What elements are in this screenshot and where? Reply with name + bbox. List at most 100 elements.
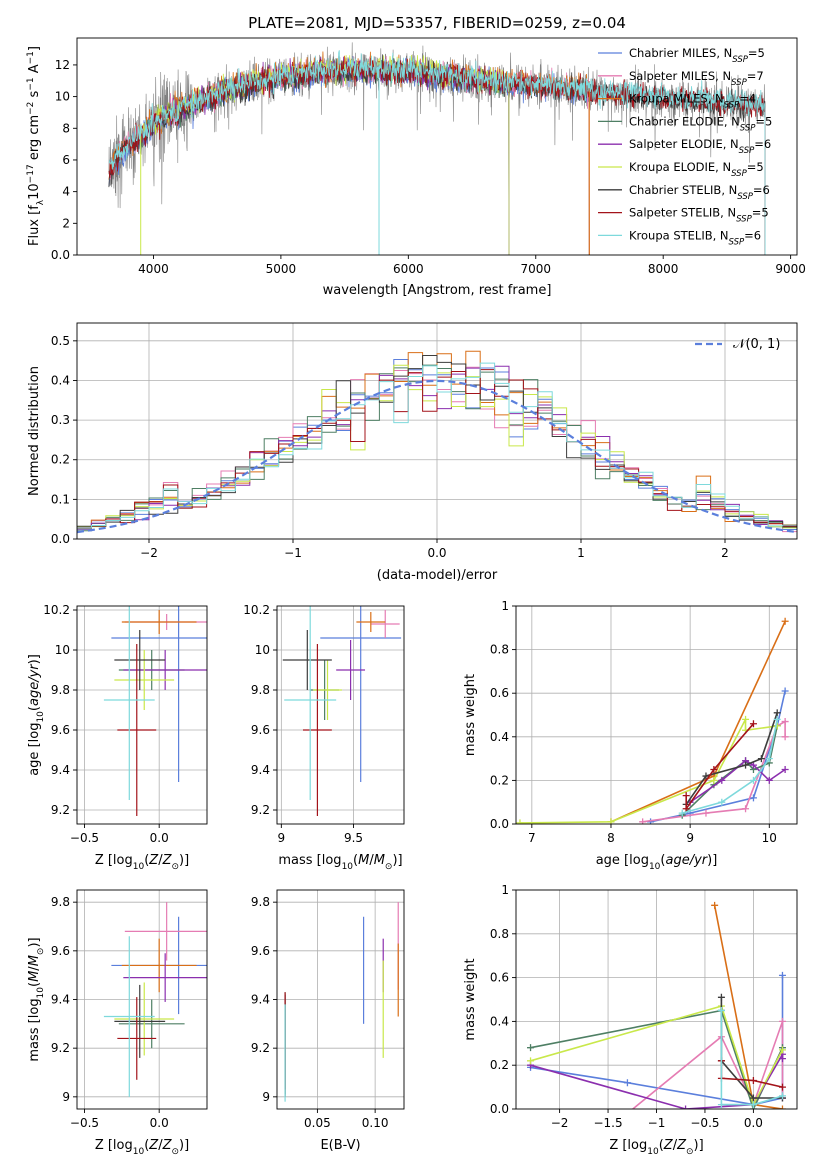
- y-tick-label: 0.0: [51, 248, 70, 262]
- y-tick-label: 10.2: [243, 603, 270, 617]
- y-tick-label: 2: [62, 216, 70, 230]
- axes-frame: [276, 605, 405, 825]
- weight-marker-chabrier_stelib: [717, 993, 725, 1001]
- x-tick-label: 6000: [393, 262, 424, 276]
- x-axis-label: (data-model)/error: [377, 568, 498, 583]
- plot-area: [284, 902, 399, 1102]
- weight-marker-chabrier_stelib: [749, 1094, 757, 1102]
- weight-marker-salpeter_elodie: [765, 776, 773, 784]
- y-tick-label: 0.0: [51, 532, 70, 546]
- weight-marker-kroupa_miles: [781, 617, 789, 625]
- axes-frame: [76, 605, 208, 825]
- weight-marker-salpeter_elodie: [682, 1105, 690, 1109]
- y-tick-label: 9.4: [51, 763, 70, 777]
- weight-marker-kroupa_stelib: [718, 798, 726, 806]
- x-axis-label: age [log10(age/yr)]: [596, 853, 718, 872]
- weight-line-kroupa_stelib: [720, 1010, 783, 1106]
- x-tick-label: −0.5: [70, 1116, 99, 1130]
- plot-area: [108, 42, 766, 255]
- y-tick-label: 0.1: [51, 492, 70, 506]
- y-tick-label: 0.8: [490, 927, 509, 941]
- weight-marker-salpeter_elodie: [778, 1055, 786, 1063]
- legend-label-normal: 𝒩(0, 1): [733, 337, 780, 352]
- x-axis-label: Z [log10(Z/Z⊙)]: [95, 853, 189, 872]
- weight-marker-salpeter_miles: [778, 1017, 786, 1025]
- x-tick-label: 0.05: [304, 1116, 331, 1130]
- y-tick-label: 9.4: [251, 993, 270, 1007]
- weight-marker-kroupa_stelib: [765, 755, 773, 763]
- x-tick-label: 9: [686, 831, 694, 845]
- x-tick-label: 1: [577, 546, 585, 560]
- y-tick-label: 0.5: [51, 334, 70, 348]
- axes-frame: [76, 37, 798, 256]
- y-tick-label: 0.4: [490, 730, 509, 744]
- y-tick-label: 9.6: [251, 944, 270, 958]
- legend-label-chabrier_stelib: Chabrier STELIB, NSSP=6: [629, 183, 770, 202]
- y-tick-label: 10: [255, 643, 270, 657]
- y-tick-label: 0.2: [490, 1058, 509, 1072]
- x-tick-label: −2: [140, 546, 158, 560]
- chart-title: PLATE=2081, MJD=53357, FIBERID=0259, z=0…: [248, 14, 626, 32]
- weight-marker-salpeter_elodie: [781, 766, 789, 773]
- x-tick-label: −1: [284, 546, 302, 560]
- x-tick-label: 7000: [520, 262, 551, 276]
- y-tick-label: 0.0: [490, 1102, 509, 1116]
- y-axis-label: mass weight: [463, 674, 478, 756]
- y-tick-label: 10: [55, 90, 70, 104]
- x-tick-label: −1.5: [593, 1116, 622, 1130]
- weight-marker-kroupa_elodie: [607, 818, 615, 824]
- y-tick-label: 0.2: [51, 453, 70, 467]
- model-spectrum-kroupa_stelib: [108, 50, 766, 255]
- y-tick-label: 9.2: [51, 803, 70, 817]
- y-tick-label: 9.6: [251, 723, 270, 737]
- weight-marker-kroupa_elodie: [773, 722, 781, 730]
- y-tick-label: 0.4: [51, 373, 70, 387]
- weight-marker-salpeter_stelib: [749, 1077, 757, 1085]
- plot-area: [282, 606, 402, 816]
- weight-marker-chabrier_elodie: [527, 1044, 535, 1052]
- weight-marker-salpeter_elodie: [718, 776, 726, 784]
- y-tick-label: 0.3: [51, 413, 70, 427]
- y-tick-label: 9.2: [51, 1041, 70, 1055]
- normal-curve: [77, 379, 797, 534]
- y-tick-label: 8: [62, 121, 70, 135]
- y-tick-label: 0.4: [490, 1014, 509, 1028]
- y-tick-label: 9.6: [51, 723, 70, 737]
- weight-marker-chabrier_miles: [781, 687, 789, 695]
- plot-area: [103, 606, 207, 816]
- y-tick-label: 9.4: [251, 763, 270, 777]
- weight-line-kroupa_elodie: [519, 719, 778, 824]
- y-tick-label: 0.8: [490, 643, 509, 657]
- weight-marker-salpeter_miles: [781, 718, 789, 726]
- legend-label-salpeter_stelib: Salpeter STELIB, NSSP=5: [629, 206, 769, 225]
- panel-mass_vs_ebv: 0.05 0.10 9 9.2 9.4 9.6 9.8 E(B-V): [251, 889, 405, 1153]
- weight-marker-kroupa_stelib: [717, 1101, 725, 1109]
- weight-marker-kroupa_elodie: [527, 1057, 535, 1065]
- axes-frame: [515, 605, 798, 825]
- weight-marker-kroupa_stelib: [749, 776, 757, 784]
- panel-residuals: −2 −1 0.0 1 2 0.0 0.1 0.2 0.3 0.4 0.5 (data-model)/…: [27, 322, 798, 583]
- weight-marker-chabrier_miles: [778, 971, 786, 979]
- panel-spectrum: 4000 5000 6000 7000 8000 9000 0.0 2 4 6 8 10 12 PLATE…: [26, 14, 806, 298]
- x-tick-label: 10: [762, 831, 777, 845]
- weight-line-salpeter_stelib: [685, 723, 755, 812]
- weight-marker-kroupa_miles: [778, 1105, 786, 1109]
- legend-label-kroupa_elodie: Kroupa ELODIE, NSSP=5: [629, 160, 764, 179]
- x-tick-label: −1: [648, 1116, 666, 1130]
- y-tick-label: 1: [501, 883, 509, 897]
- y-tick-label: 9: [62, 1090, 70, 1104]
- y-tick-label: 4: [62, 185, 70, 199]
- x-tick-label: −0.5: [70, 831, 99, 845]
- weight-marker-chabrier_miles: [623, 1079, 631, 1087]
- y-tick-label: 10: [55, 643, 70, 657]
- x-tick-label: −2: [551, 1116, 569, 1130]
- y-tick-label: 0.0: [490, 817, 509, 831]
- weight-marker-salpeter_miles: [742, 805, 750, 813]
- x-tick-label: 9.5: [344, 831, 363, 845]
- weight-line-kroupa_elodie: [530, 1005, 784, 1107]
- x-tick-label: 7: [528, 831, 536, 845]
- weight-marker-kroupa_stelib: [778, 1092, 786, 1100]
- plot-area: [77, 350, 797, 534]
- weight-marker-salpeter_stelib: [682, 792, 690, 800]
- plot-area: [516, 617, 789, 824]
